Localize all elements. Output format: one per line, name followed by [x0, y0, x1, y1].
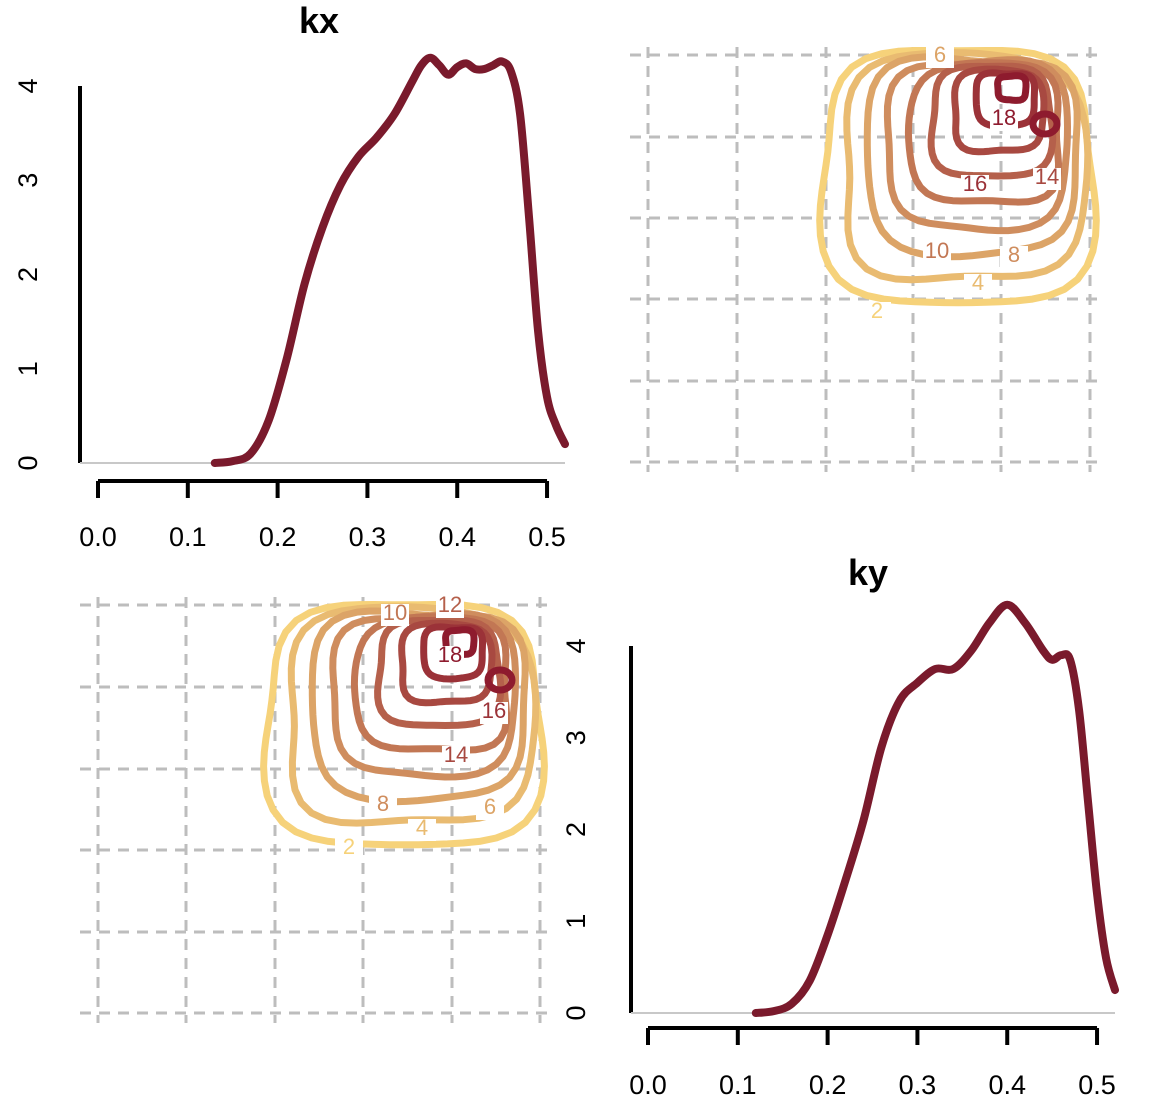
contour-label-2: 2 — [343, 834, 355, 859]
x-tick-label: 0.1 — [169, 522, 207, 552]
contour-label-background — [990, 109, 1018, 131]
contour-label-2: 2 — [871, 298, 883, 323]
y-tick-label: 4 — [13, 78, 43, 93]
panel-title: kx — [299, 0, 339, 41]
y-tick-label: 4 — [561, 638, 591, 653]
contour-line-level-8 — [329, 610, 519, 781]
y-tick-label: 3 — [561, 730, 591, 745]
contour-line-level-2 — [816, 47, 1100, 307]
contour-label-background — [961, 175, 989, 197]
x-tick-label: 0.0 — [79, 522, 117, 552]
y-tick-label: 1 — [13, 361, 43, 376]
contour-label-6: 6 — [484, 794, 496, 819]
contour-label-background — [863, 302, 891, 324]
x-tick-label: 0.3 — [899, 1070, 937, 1100]
x-tick-label: 0.4 — [988, 1070, 1026, 1100]
x-tick-label: 0.0 — [629, 1070, 667, 1100]
x-tick-label: 0.4 — [438, 522, 476, 552]
contour-peak-secondary — [1029, 110, 1061, 138]
x-tick-label: 0.3 — [349, 522, 387, 552]
contour-label-background — [1000, 246, 1028, 268]
contour-label-10: 10 — [925, 238, 949, 263]
contour-label-12: 12 — [438, 592, 462, 617]
contour-line-level-12 — [374, 616, 505, 729]
contour-panel-top-right: 2 4 6 8 10 14 16 18 — [630, 42, 1102, 472]
contour-label-8: 8 — [1008, 242, 1020, 267]
contour-label-background — [480, 702, 508, 724]
contour-label-14: 14 — [444, 742, 468, 767]
x-tick-label: 0.2 — [809, 1070, 847, 1100]
contour-label-16: 16 — [963, 171, 987, 196]
density-curve — [210, 53, 569, 467]
contour-line-level-18 — [994, 72, 1030, 104]
x-tick-label: 0.1 — [719, 1070, 757, 1100]
contour-label-background — [1033, 168, 1061, 190]
panel-title: ky — [848, 552, 888, 593]
contour-label-background — [926, 46, 954, 68]
contour-label-background — [381, 604, 409, 626]
contour-label-16: 16 — [482, 698, 506, 723]
contour-peak-secondary — [484, 666, 516, 694]
contour-label-10: 10 — [383, 600, 407, 625]
density-panel-ky: ky 0 1 2 3 4 0.0 0.1 0.2 0.3 0.4 0.5 — [561, 552, 1119, 1100]
x-tick-label: 0.2 — [259, 522, 297, 552]
density-curve — [751, 600, 1119, 1017]
contour-label-6: 6 — [934, 42, 946, 67]
density-panel-kx: kx 0 1 2 3 4 0.0 0.1 0.2 0.3 0.4 0.5 — [13, 0, 569, 552]
contour-label-background — [442, 746, 470, 768]
contour-label-background — [964, 274, 992, 296]
y-tick-label: 2 — [561, 822, 591, 837]
contour-label-18: 18 — [992, 105, 1016, 130]
y-tick-label: 0 — [561, 1005, 591, 1020]
contour-label-background — [408, 819, 436, 841]
contour-label-background — [436, 596, 464, 618]
contour-label-8: 8 — [377, 791, 389, 816]
contour-panel-bottom-left: 2 4 6 8 10 12 14 16 18 — [80, 592, 552, 1023]
contour-line-level-2 — [260, 601, 548, 849]
contour-label-4: 4 — [416, 815, 428, 840]
contour-line-level-8 — [883, 56, 1071, 235]
contour-label-background — [335, 838, 363, 860]
y-tick-label: 2 — [13, 267, 43, 282]
contour-label-background — [476, 798, 504, 820]
x-tick-label: 0.5 — [1078, 1070, 1116, 1100]
x-tick-label: 0.5 — [528, 522, 566, 552]
contour-label-14: 14 — [1035, 164, 1059, 189]
y-tick-label: 1 — [561, 914, 591, 929]
contour-label-background — [923, 242, 951, 264]
contour-label-background — [436, 646, 464, 668]
contour-line-level-12 — [927, 62, 1057, 180]
y-tick-label: 3 — [13, 173, 43, 188]
y-tick-label: 0 — [13, 455, 43, 470]
contour-label-18: 18 — [438, 642, 462, 667]
contour-line-level-18 — [442, 626, 478, 658]
contour-label-4: 4 — [972, 270, 984, 295]
contour-label-background — [369, 795, 397, 817]
